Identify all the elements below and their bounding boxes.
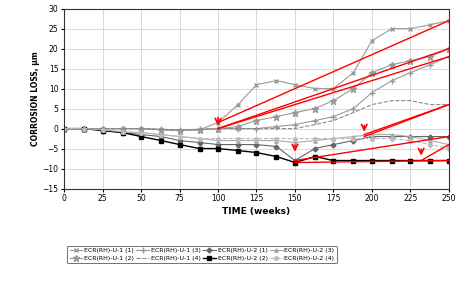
Y-axis label: CORROSION LOSS, μm: CORROSION LOSS, μm: [31, 51, 40, 146]
X-axis label: TIME (weeks): TIME (weeks): [223, 207, 290, 216]
Legend: ECR(RH)-U-1 (1), ECR(RH)-U-1 (2), ECR(RH)-U-1 (3), ECR(RH)-U-1 (4), ECR(RH)-U-2 : ECR(RH)-U-1 (1), ECR(RH)-U-1 (2), ECR(RH…: [67, 246, 337, 263]
